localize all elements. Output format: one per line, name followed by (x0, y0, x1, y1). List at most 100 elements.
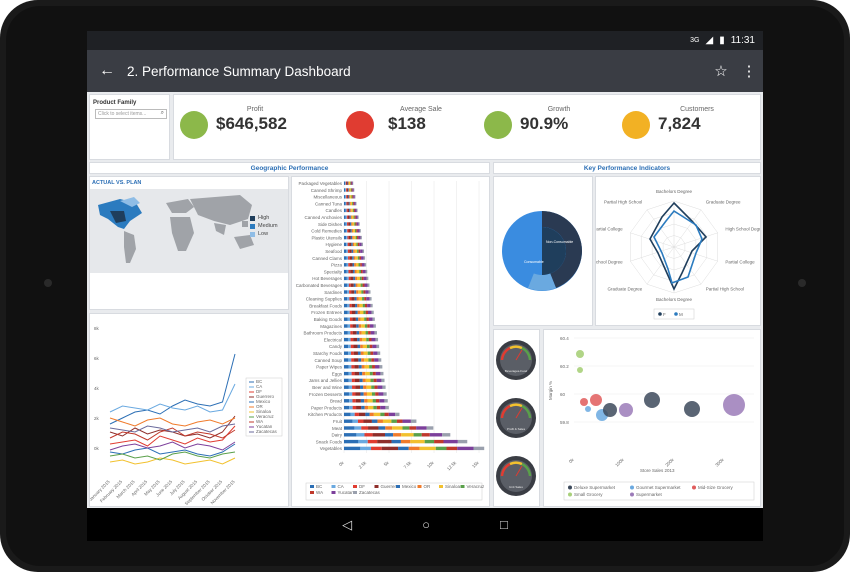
bar-segment[interactable] (346, 188, 348, 192)
bar-segment[interactable] (344, 433, 357, 437)
bar-segment[interactable] (377, 385, 383, 389)
bar-segment[interactable] (345, 188, 347, 192)
bar-segment[interactable] (369, 297, 372, 301)
bar-segment[interactable] (344, 235, 347, 240)
bar-segment[interactable] (374, 358, 379, 362)
bubble[interactable] (580, 398, 588, 406)
bar-segment[interactable] (348, 256, 350, 260)
bar-segment[interactable] (351, 358, 355, 362)
bar-segment[interactable] (355, 317, 359, 321)
bar-segment[interactable] (364, 324, 368, 328)
bar-segment[interactable] (348, 269, 351, 274)
bar-segment[interactable] (354, 365, 359, 369)
bar-segment[interactable] (359, 303, 363, 308)
bar-segment[interactable] (358, 439, 368, 444)
bar-segment[interactable] (350, 344, 354, 349)
bar-segment[interactable] (345, 195, 347, 199)
bar-segment[interactable] (355, 256, 358, 260)
bar-segment[interactable] (356, 208, 358, 213)
bar-segment[interactable] (354, 195, 356, 199)
bar-segment[interactable] (359, 337, 363, 342)
bar-segment[interactable] (360, 446, 372, 451)
bar-segment[interactable] (366, 337, 369, 342)
bar-segment[interactable] (364, 297, 367, 301)
bar-segment[interactable] (369, 344, 373, 349)
bar-segment[interactable] (353, 188, 355, 192)
bar-segment[interactable] (434, 439, 444, 444)
bar-segment[interactable] (345, 229, 348, 233)
bar-segment[interactable] (367, 283, 370, 287)
bar-segment[interactable] (358, 365, 362, 369)
bar-segment[interactable] (351, 222, 353, 226)
bar-segment[interactable] (361, 242, 363, 247)
bar-segment[interactable] (446, 446, 458, 451)
bar-segment[interactable] (361, 426, 369, 430)
bar-segment[interactable] (348, 365, 352, 369)
nav-recent-icon[interactable]: □ (500, 517, 508, 532)
bar-segment[interactable] (347, 229, 349, 233)
bar-segment[interactable] (344, 310, 348, 315)
bar-segment[interactable] (348, 351, 351, 355)
bar-segment[interactable] (344, 344, 349, 349)
bar-segment[interactable] (371, 419, 378, 423)
bar-segment[interactable] (350, 195, 352, 199)
bar-segment[interactable] (344, 365, 349, 369)
bar-segment[interactable] (346, 201, 348, 206)
bar-segment[interactable] (347, 242, 350, 247)
bar-segment[interactable] (348, 358, 352, 362)
bar-segment[interactable] (347, 235, 349, 240)
bar-segment[interactable] (357, 419, 364, 423)
bar-segment[interactable] (347, 310, 350, 315)
bar-segment[interactable] (356, 324, 359, 328)
bar-segment[interactable] (358, 290, 362, 294)
bar-segment[interactable] (358, 222, 360, 226)
bar-segment[interactable] (344, 331, 348, 335)
bar-segment[interactable] (354, 215, 356, 219)
bar-segment[interactable] (361, 331, 366, 335)
bar-segment[interactable] (357, 235, 359, 240)
bar-segment[interactable] (351, 249, 354, 253)
bar-segment[interactable] (344, 385, 349, 389)
bar-segment[interactable] (344, 276, 347, 281)
bar-segment[interactable] (368, 426, 379, 430)
bar-segment[interactable] (344, 195, 346, 199)
bar-segment[interactable] (348, 235, 351, 240)
bar-segment[interactable] (359, 331, 362, 335)
bar-segment[interactable] (424, 439, 435, 444)
bar-segment[interactable] (344, 256, 347, 260)
bar-segment[interactable] (355, 215, 358, 219)
bar-segment[interactable] (350, 229, 352, 233)
bar-segment[interactable] (372, 344, 377, 349)
bar-segment[interactable] (372, 317, 375, 321)
bar-segment[interactable] (352, 235, 354, 240)
bar-segment[interactable] (357, 229, 360, 233)
bar-segment[interactable] (344, 222, 346, 226)
bar-segment[interactable] (346, 242, 348, 247)
bar-segment[interactable] (378, 392, 384, 396)
bar-segment[interactable] (348, 222, 351, 226)
bar-segment[interactable] (348, 263, 350, 267)
bar-segment[interactable] (353, 229, 355, 233)
bar-segment[interactable] (352, 324, 357, 328)
bar-segment[interactable] (354, 290, 357, 294)
bar-segment[interactable] (435, 446, 447, 451)
bar-segment[interactable] (352, 419, 358, 423)
bar-segment[interactable] (348, 195, 350, 199)
bar-segment[interactable] (345, 208, 347, 213)
bubble[interactable] (603, 403, 617, 417)
bar-segment[interactable] (364, 358, 369, 362)
bar-segment[interactable] (366, 276, 369, 281)
bar-segment[interactable] (354, 297, 357, 301)
bar-segment[interactable] (364, 263, 367, 267)
bar-segment[interactable] (395, 412, 400, 417)
bar-segment[interactable] (377, 351, 381, 355)
bar-segment[interactable] (361, 269, 363, 274)
bar-segment[interactable] (358, 358, 362, 362)
bar-segment[interactable] (416, 426, 427, 430)
bar-segment[interactable] (350, 331, 353, 335)
bubble[interactable] (723, 394, 745, 416)
bar-segment[interactable] (358, 263, 361, 267)
bar-segment[interactable] (372, 433, 385, 437)
bubble[interactable] (619, 403, 633, 417)
bar-segment[interactable] (351, 215, 354, 219)
